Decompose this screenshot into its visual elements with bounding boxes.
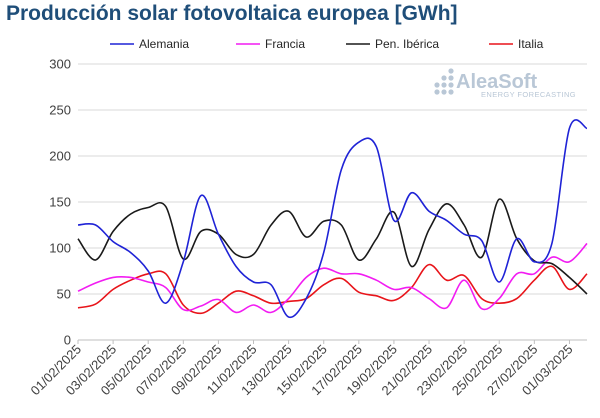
logo-tagline: ENERGY FORECASTING: [481, 90, 576, 99]
series-line-francia: [77, 242, 588, 314]
chart-title: Producción solar fotovoltaica europea [G…: [6, 2, 458, 25]
legend-label: Pen. Ibérica: [375, 37, 439, 51]
logo-name: AleaSoft: [456, 71, 537, 93]
logo-dot: [441, 75, 447, 81]
legend-label: Italia: [518, 37, 544, 51]
logo-dot: [434, 82, 440, 88]
x-axis-ticks: 01/02/202503/02/202505/02/202507/02/2025…: [27, 340, 576, 398]
logo-dot: [441, 82, 447, 88]
y-tick-label: 150: [49, 195, 71, 210]
series-line-pen-iberica: [77, 198, 588, 295]
logo-dot: [448, 68, 454, 74]
logo-dot: [434, 89, 440, 95]
series-line-italia: [77, 263, 588, 315]
series-line-alemania: [77, 119, 588, 319]
y-tick-label: 100: [49, 241, 71, 256]
legend-label: Francia: [265, 37, 305, 51]
series-layer: [77, 119, 588, 319]
grid-lines: [78, 63, 587, 341]
y-tick-label: 300: [49, 57, 71, 72]
logo-dot: [448, 82, 454, 88]
y-tick-label: 0: [64, 333, 71, 348]
logo-dot: [448, 89, 454, 95]
legend: Alemania Francia Pen. Ibérica Italia: [110, 37, 544, 51]
logo-dot: [448, 75, 454, 81]
logo-dot: [441, 89, 447, 95]
legend-label: Alemania: [139, 37, 189, 51]
y-tick-label: 200: [49, 149, 71, 164]
y-tick-label: 50: [57, 287, 71, 302]
y-axis-ticks: 0 50 100 150 200 250 300: [49, 57, 71, 348]
y-tick-label: 250: [49, 103, 71, 118]
